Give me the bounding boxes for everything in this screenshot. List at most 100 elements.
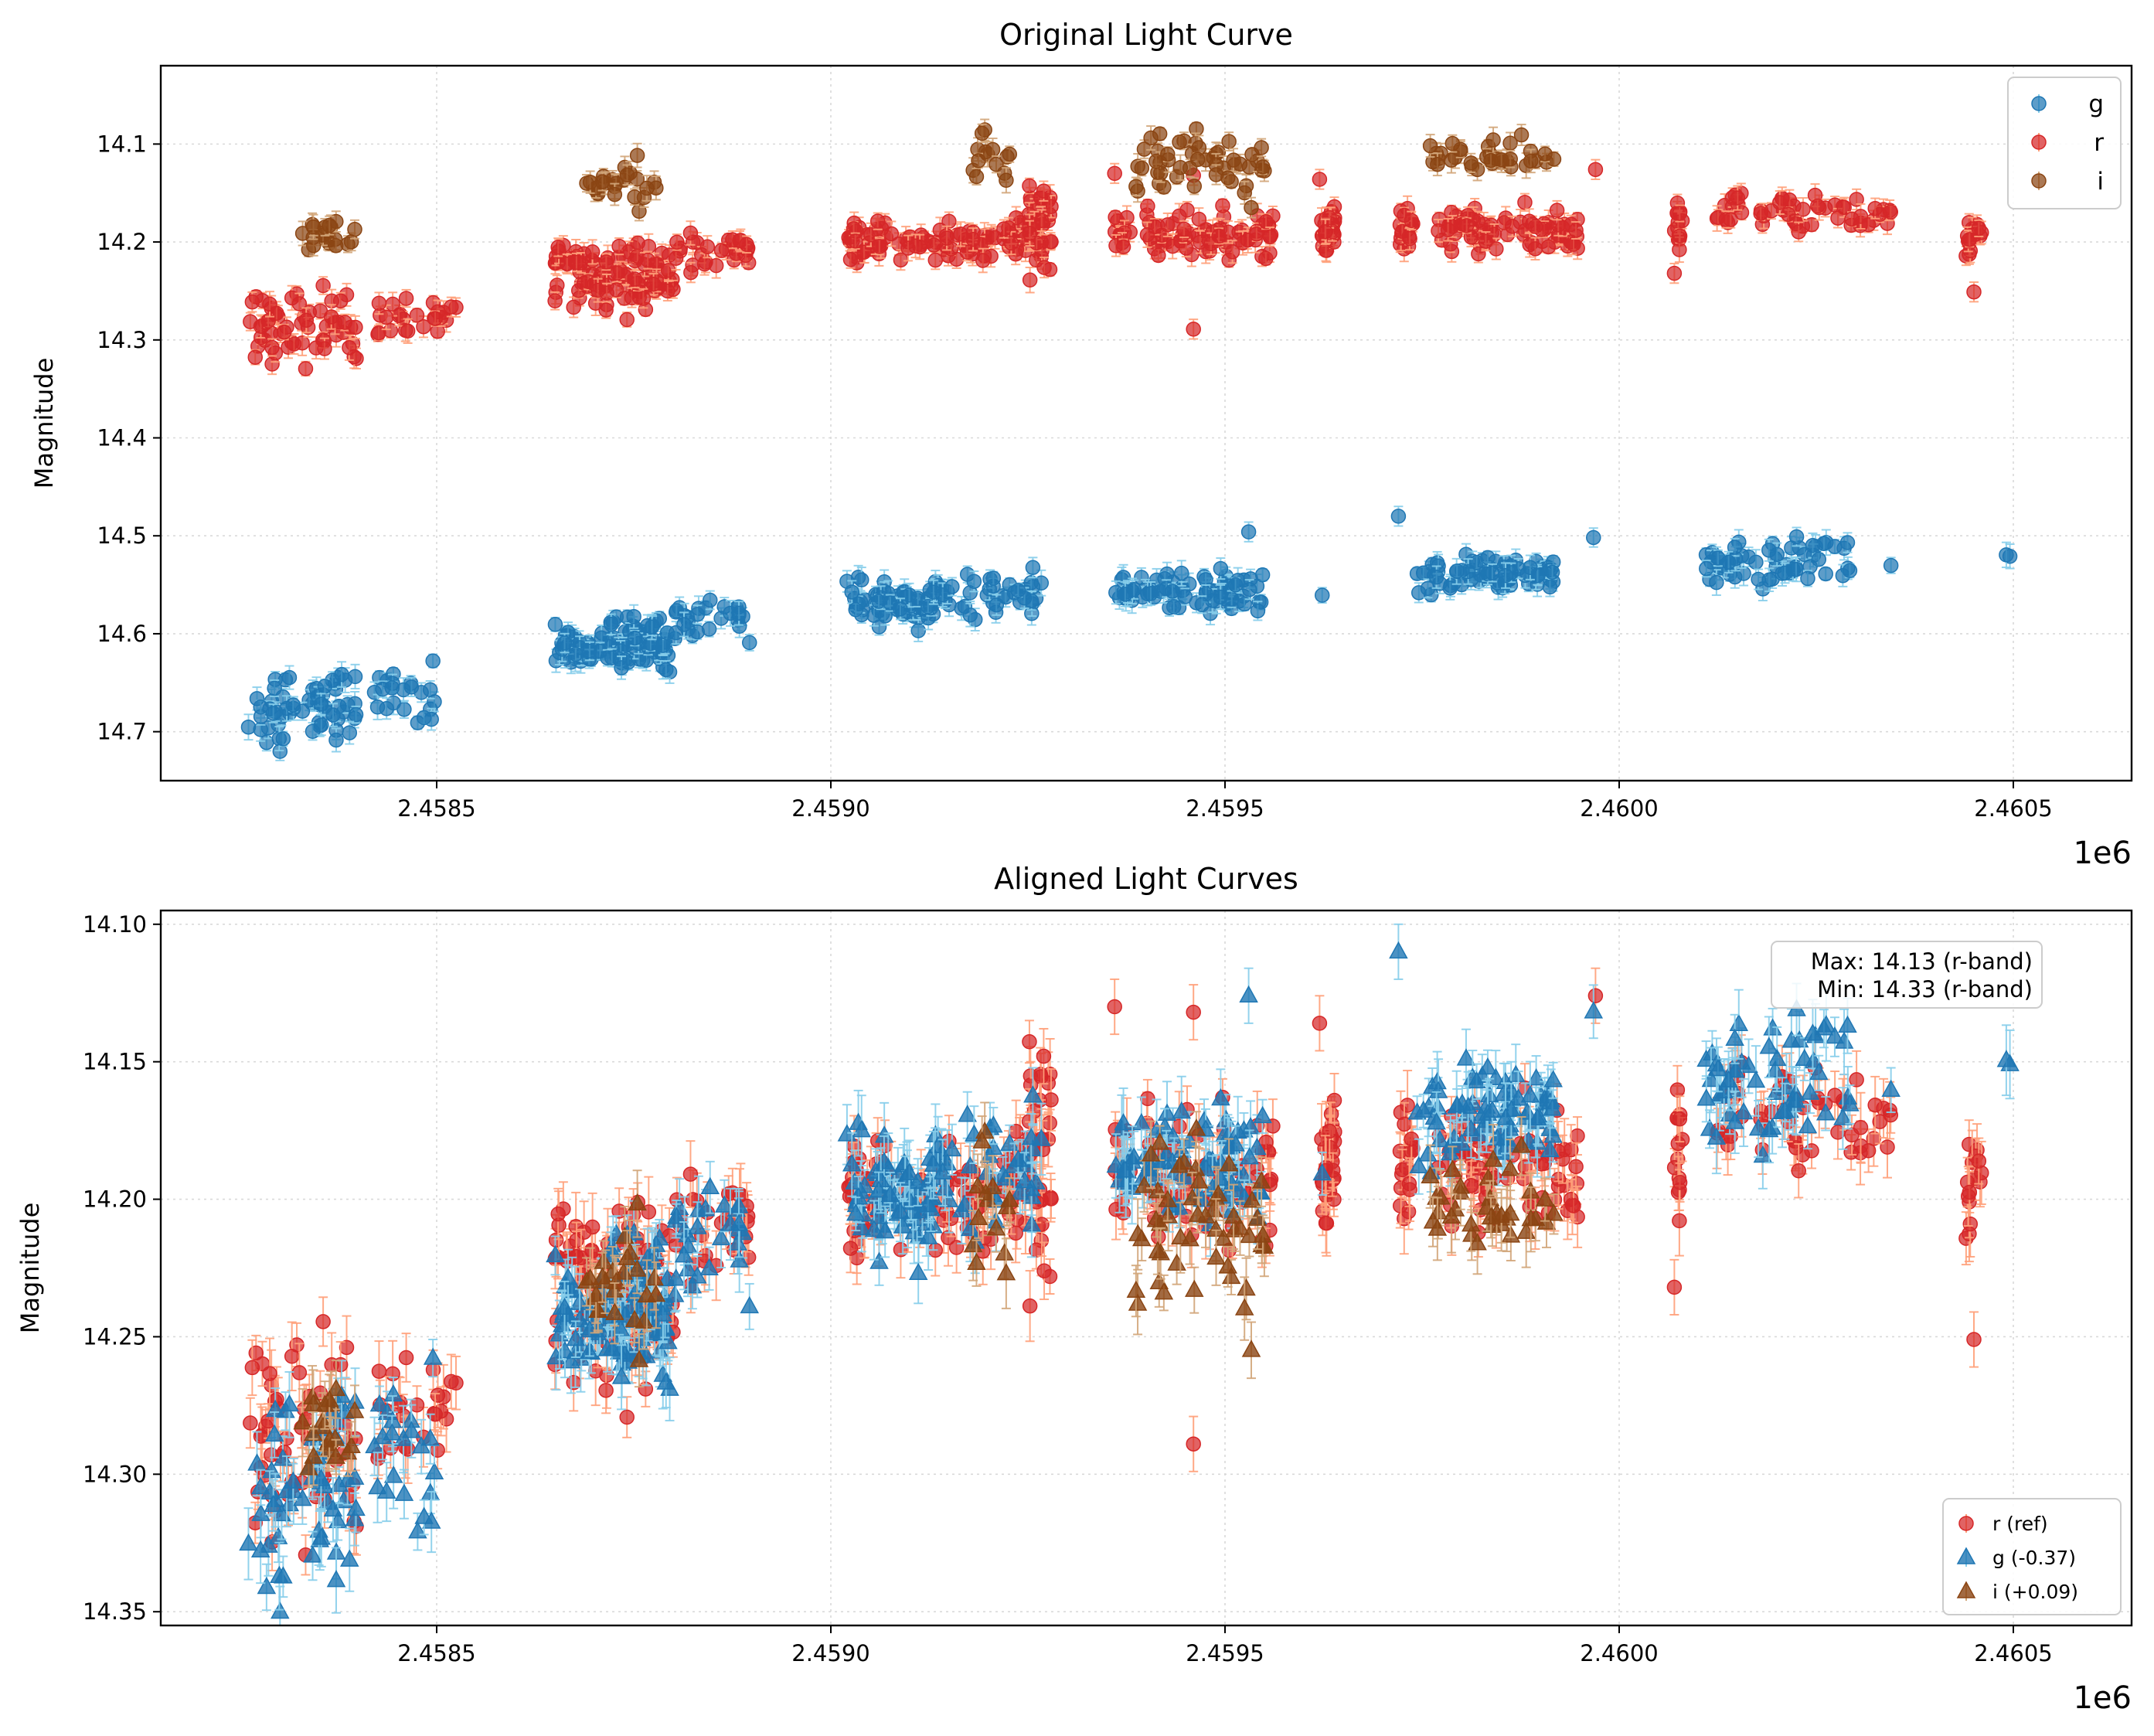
x-tick-label: 2.4605 — [1974, 1640, 2052, 1666]
max-min-annotation: Max: 14.13 (r-band) Min: 14.33 (r-band) — [1771, 941, 2043, 1009]
data-point — [920, 599, 936, 614]
data-point — [1025, 557, 1041, 579]
data-point — [669, 603, 685, 618]
data-point — [598, 253, 614, 271]
data-point — [603, 613, 619, 635]
data-point — [1118, 580, 1133, 608]
data-point — [1160, 146, 1176, 162]
data-point — [253, 717, 268, 742]
data-point — [1734, 204, 1750, 221]
x-offset-label: 1e6 — [2073, 836, 2132, 871]
data-point — [723, 600, 738, 627]
data-point — [328, 238, 344, 254]
data-point — [1033, 569, 1050, 597]
data-point — [1115, 238, 1131, 256]
data-point — [847, 232, 863, 250]
data-point — [1186, 177, 1203, 196]
series-g — [240, 505, 2018, 761]
data-point — [611, 237, 627, 256]
x-offset-label: 1e6 — [2073, 1680, 2132, 1716]
data-point — [676, 611, 692, 638]
data-point — [582, 641, 597, 662]
data-point — [1449, 563, 1465, 579]
data-point — [1842, 563, 1858, 579]
data-point — [926, 579, 941, 605]
data-point — [1250, 601, 1266, 621]
data-point — [1140, 198, 1155, 214]
data-point — [375, 680, 390, 698]
data-point — [1971, 219, 1987, 237]
data-point — [1800, 570, 1815, 587]
data-point — [669, 233, 685, 251]
data-point — [658, 660, 674, 679]
data-point — [1172, 134, 1187, 150]
legend-box — [2007, 77, 2122, 209]
data-point — [427, 310, 443, 327]
x-tick-label: 2.4585 — [397, 1640, 475, 1666]
data-point — [1485, 563, 1500, 583]
data-point — [1010, 583, 1026, 598]
data-point — [1586, 527, 1601, 548]
data-point — [1883, 557, 1899, 574]
data-point — [1151, 247, 1166, 264]
data-point — [1810, 198, 1826, 214]
x-tick-label: 2.4605 — [1974, 795, 2052, 822]
data-point — [643, 635, 658, 652]
data-point — [1818, 566, 1833, 582]
data-point — [275, 730, 291, 747]
data-point — [962, 602, 978, 628]
data-point — [966, 570, 982, 593]
data-point — [267, 679, 282, 697]
data-point — [347, 663, 363, 689]
data-point — [422, 679, 438, 700]
legend-label: g — [2088, 90, 2104, 118]
legend: gri — [2007, 77, 2122, 209]
data-point — [614, 655, 629, 680]
x-tick-label: 2.4595 — [1186, 795, 1264, 822]
data-point — [1211, 227, 1227, 245]
data-point — [872, 237, 887, 256]
data-point — [869, 212, 886, 230]
data-point — [1544, 564, 1560, 580]
data-point — [547, 617, 563, 632]
y-tick-label: 14.7 — [97, 719, 147, 745]
data-point — [1258, 250, 1274, 267]
data-point — [1428, 565, 1445, 589]
y-tick-label: 14.6 — [97, 621, 147, 647]
data-point — [713, 242, 730, 259]
data-point — [926, 237, 942, 253]
y-tick-label: 14.2 — [97, 229, 147, 255]
data-point — [1223, 590, 1240, 608]
data-point — [1480, 550, 1496, 566]
chart-title: Original Light Curve — [999, 18, 1293, 52]
legend-label: r (ref) — [1992, 1513, 2048, 1535]
data-point — [313, 693, 329, 716]
data-point — [328, 727, 344, 753]
data-point — [1314, 587, 1330, 604]
y-tick-label: 14.1 — [97, 131, 147, 157]
data-point — [265, 703, 281, 723]
data-point — [703, 590, 718, 611]
legend-label: i (+0.09) — [1992, 1581, 2078, 1603]
data-point — [1415, 565, 1431, 580]
y-tick-label: 14.20 — [83, 1186, 147, 1213]
y-axis-label: Magnitude — [29, 358, 59, 489]
x-tick-label: 2.4590 — [791, 795, 869, 822]
data-point — [1165, 583, 1180, 599]
data-point — [971, 152, 986, 168]
data-point — [968, 167, 985, 186]
data-point — [281, 665, 298, 690]
data-point — [317, 678, 333, 694]
data-point — [626, 604, 641, 629]
data-point — [1213, 557, 1229, 580]
data-point — [689, 604, 706, 625]
data-point — [854, 567, 869, 594]
x-tick-label: 2.4585 — [397, 795, 475, 822]
data-point — [1753, 206, 1768, 222]
y-tick-label: 14.4 — [97, 425, 147, 451]
y-tick-label: 14.15 — [83, 1049, 147, 1075]
data-point — [598, 301, 614, 319]
data-point — [871, 594, 886, 609]
